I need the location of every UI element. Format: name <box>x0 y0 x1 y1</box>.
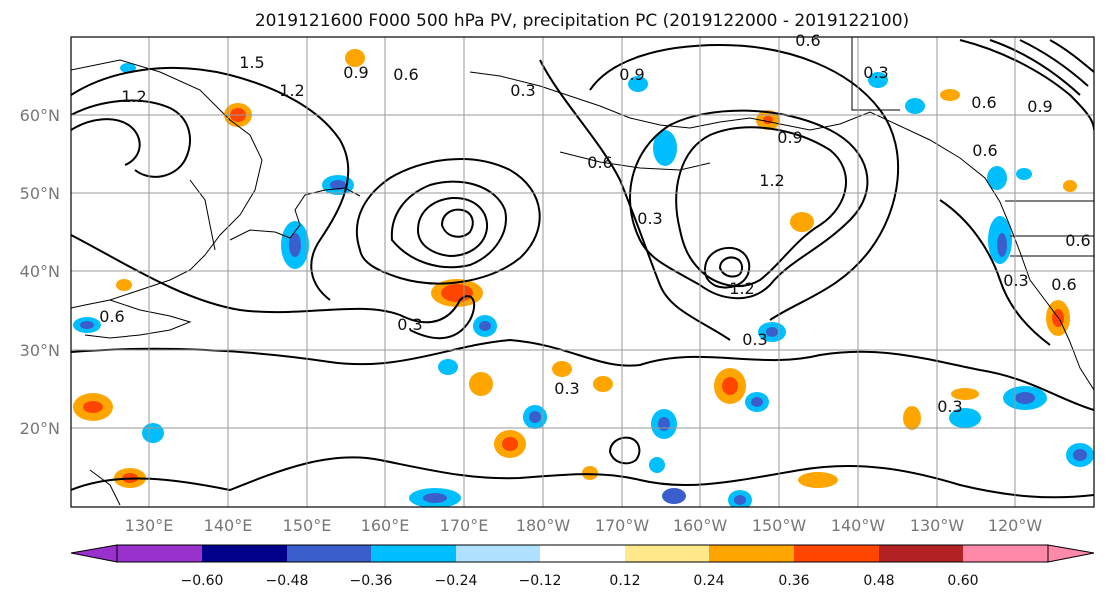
contour-label: 0.6 <box>1065 231 1090 250</box>
lon-label: 140°E <box>204 516 253 535</box>
lat-label: 40°N <box>20 262 60 281</box>
colorbar-tick-labels: −0.60 −0.48 −0.36 −0.24 −0.12 0.12 0.24 … <box>181 573 979 589</box>
colorbar-bin <box>963 545 1048 562</box>
longitude-labels: 130°E 140°E 150°E 160°E 170°E 180°W 170°… <box>125 516 1043 535</box>
contour-label: 0.6 <box>99 307 124 326</box>
colorbar-bin <box>709 545 794 562</box>
contour-label: 0.6 <box>795 31 820 50</box>
graticule <box>71 37 1094 507</box>
lat-label: 20°N <box>20 419 60 438</box>
lon-label: 150°E <box>283 516 332 535</box>
precipitation-shading <box>73 49 1094 507</box>
colorbar-tick-label: −0.48 <box>266 573 309 589</box>
contour-label: 1.2 <box>279 81 304 100</box>
colorbar-tick-label: 0.36 <box>778 573 809 589</box>
colorbar-tick-label: −0.12 <box>519 573 562 589</box>
colorbar-tick-label: −0.24 <box>435 573 478 589</box>
lon-label: 170°E <box>440 516 489 535</box>
contour-label: 0.6 <box>393 65 418 84</box>
colorbar-tick-label: 0.12 <box>609 573 640 589</box>
colorbar-bin <box>202 545 287 562</box>
lon-label: 130°E <box>125 516 174 535</box>
lon-label: 150°W <box>752 516 807 535</box>
colorbar-tick-label: 0.48 <box>863 573 894 589</box>
lon-label: 180°W <box>516 516 571 535</box>
colorbar-frame <box>116 544 1049 563</box>
lon-label: 130°W <box>910 516 965 535</box>
contour-label: 1.2 <box>759 171 784 190</box>
colorbar-bin <box>540 545 625 562</box>
colorbar-bin <box>287 545 371 562</box>
lat-label: 60°N <box>20 106 60 125</box>
lon-label: 140°W <box>831 516 886 535</box>
contour-label: 0.6 <box>972 141 997 160</box>
lon-label: 120°W <box>988 516 1043 535</box>
map-background <box>71 37 1094 507</box>
colorbar-tick-label: −0.60 <box>181 573 224 589</box>
contour-label: 0.9 <box>343 63 368 82</box>
contour-label: 1.2 <box>121 87 146 106</box>
colorbar-extend-min <box>70 544 118 563</box>
colorbar-tick-label: 0.60 <box>947 573 978 589</box>
contour-label: 0.3 <box>937 397 962 416</box>
colorbar-bin <box>625 545 709 562</box>
colorbar-bin <box>371 545 456 562</box>
lat-label: 50°N <box>20 184 60 203</box>
colorbar-bin <box>117 545 202 562</box>
contour-label: 0.3 <box>554 379 579 398</box>
contour-label: 0.9 <box>619 65 644 84</box>
contour-label: 0.3 <box>863 63 888 82</box>
map-panel: 1.5 1.2 0.9 0.6 1.2 0.3 0.6 0.3 0.3 0.6 … <box>70 31 1095 508</box>
map-frame <box>70 36 1095 508</box>
contour-label: 0.9 <box>1027 97 1052 116</box>
contour-label: 1.5 <box>239 53 264 72</box>
contour-label: 0.3 <box>637 209 662 228</box>
colorbar-extend-max <box>1047 544 1095 563</box>
colorbar-tick-label: −0.36 <box>350 573 393 589</box>
contour-label: 0.3 <box>742 330 767 349</box>
contour-label: 0.3 <box>510 81 535 100</box>
contour-label: 0.6 <box>1051 275 1076 294</box>
lat-label: 30°N <box>20 341 60 360</box>
contour-label: 0.9 <box>777 128 802 147</box>
colorbar-bin <box>879 545 963 562</box>
contour-label: 0.3 <box>1003 271 1028 290</box>
lon-label: 160°E <box>361 516 410 535</box>
figure-title: 2019121600 F000 500 hPa PV, precipitatio… <box>255 11 909 31</box>
contour-label: 0.6 <box>587 153 612 172</box>
latitude-labels: 60°N 50°N 40°N 30°N 20°N <box>20 106 60 438</box>
colorbar: −0.60 −0.48 −0.36 −0.24 −0.12 0.12 0.24 … <box>70 544 1095 589</box>
pv-contour-labels: 1.5 1.2 0.9 0.6 1.2 0.3 0.6 0.3 0.3 0.6 … <box>99 31 1090 416</box>
contour-label: 0.6 <box>971 93 996 112</box>
contour-label: 1.2 <box>729 279 754 298</box>
colorbar-bin <box>456 545 540 562</box>
contour-label: 0.3 <box>397 315 422 334</box>
lon-label: 160°W <box>673 516 728 535</box>
lon-label: 170°W <box>595 516 650 535</box>
colorbar-bin <box>794 545 879 562</box>
coastlines <box>71 37 1094 506</box>
colorbar-tick-label: 0.24 <box>693 573 724 589</box>
